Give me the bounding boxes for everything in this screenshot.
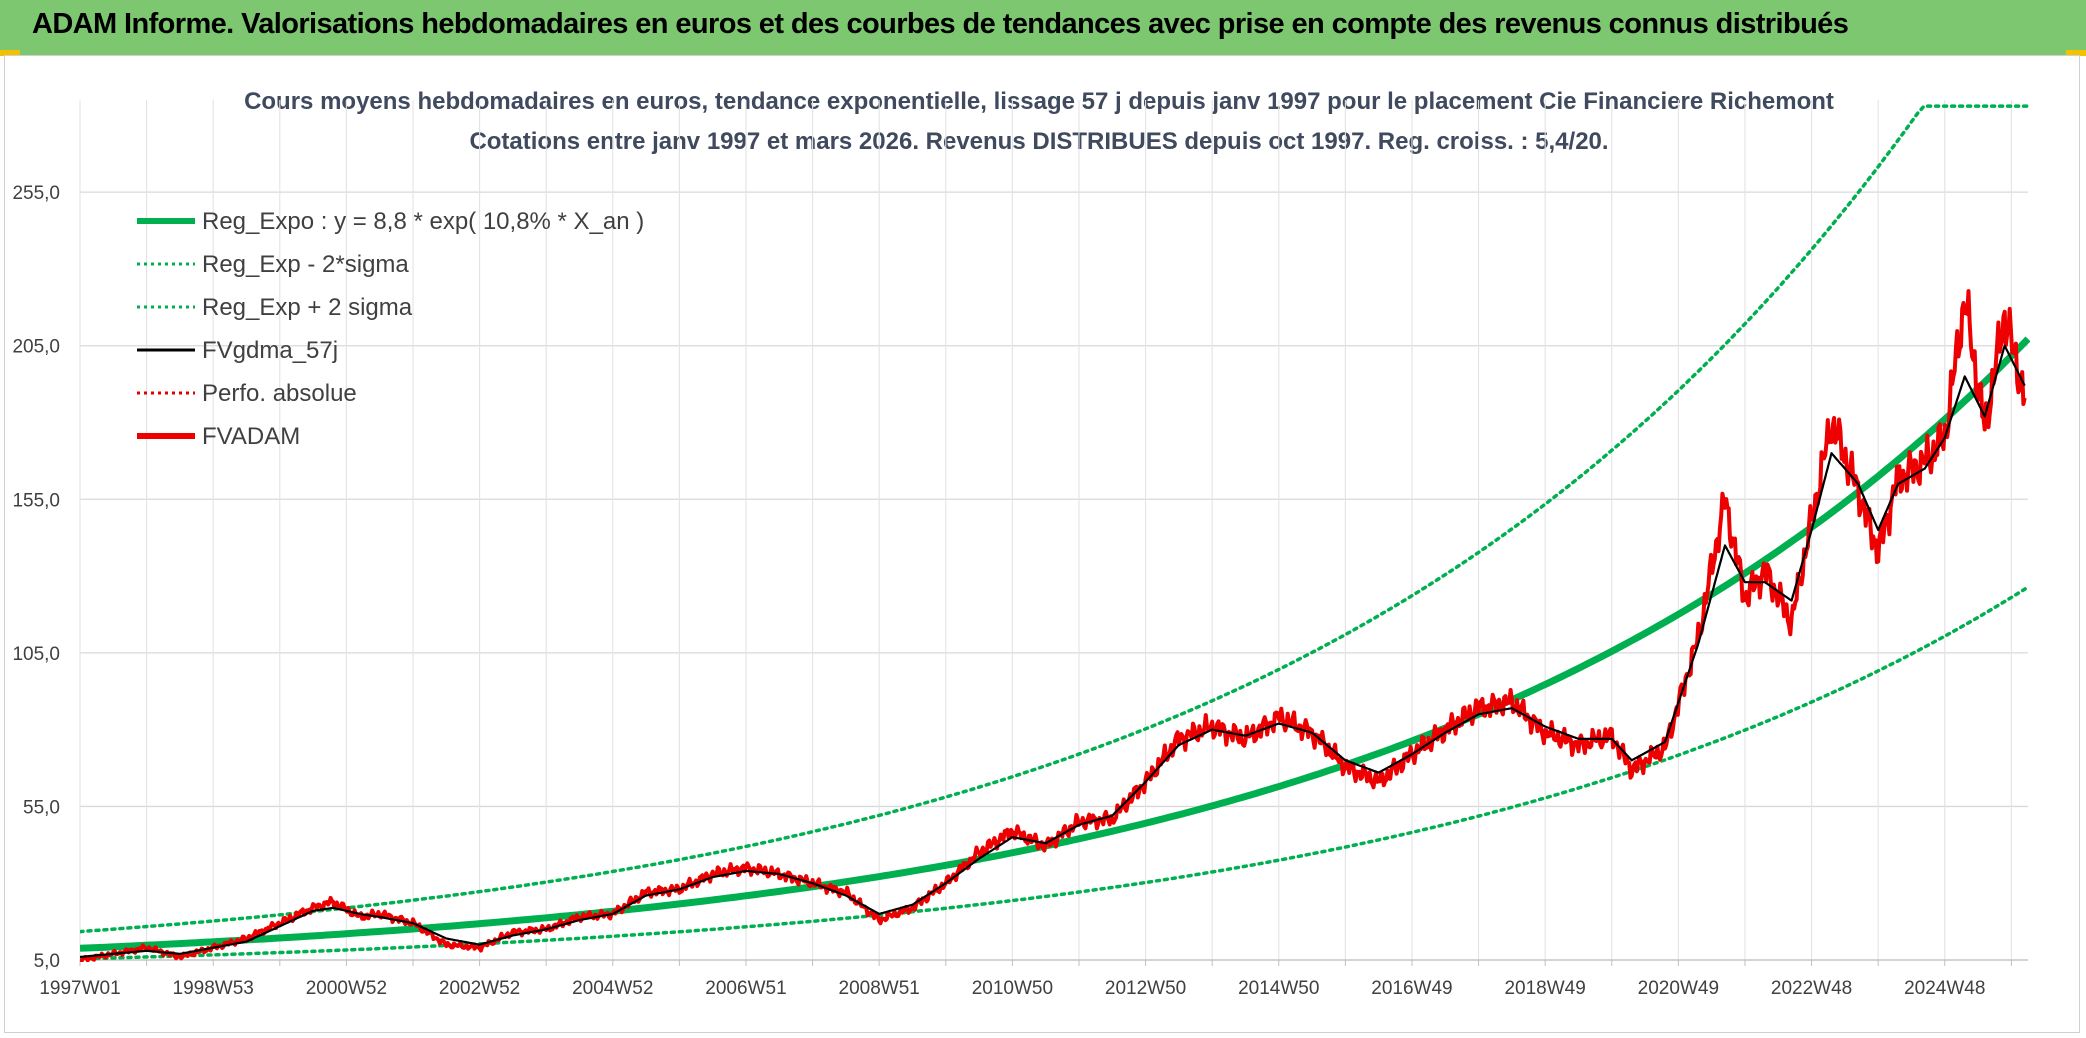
x-tick-label: 2014W50 — [1238, 978, 1319, 999]
y-tick-label: 5,0 — [34, 951, 60, 972]
chart-title: Cours moyens hebdomadaires en euros, ten… — [244, 88, 1834, 115]
grid — [79, 100, 2028, 961]
legend-label: FVgdma_57j — [202, 337, 338, 364]
y-tick-label: 205,0 — [12, 337, 60, 358]
legend-label: Reg_Expo : y = 8,8 * exp( 10,8% * X_an ) — [202, 208, 644, 235]
y-tick-label: 55,0 — [23, 797, 60, 818]
legend-label: FVADAM — [202, 423, 300, 450]
y-tick-label: 255,0 — [12, 183, 60, 204]
x-tick-label: 2006W51 — [705, 978, 786, 999]
x-tick-label: 1998W53 — [173, 978, 254, 999]
y-axis: 5,0 55,0 105,0 155,0 205,0 255,0 — [12, 183, 60, 972]
x-tick-label: 2024W48 — [1904, 978, 1985, 999]
x-tick-label: 1997W01 — [39, 978, 120, 999]
series-group — [80, 104, 2030, 962]
chart-subtitle: Cotations entre janv 1997 et mars 2026. … — [469, 128, 1608, 155]
series-fvadam — [80, 289, 2027, 962]
x-tick-label: 2000W52 — [306, 978, 387, 999]
x-tick-label: 2022W48 — [1771, 978, 1852, 999]
x-tick-label: 2016W49 — [1371, 978, 1452, 999]
x-tick-label: 2012W50 — [1105, 978, 1186, 999]
x-tick-label: 2010W50 — [972, 978, 1053, 999]
x-tick-label: 2008W51 — [839, 978, 920, 999]
y-tick-label: 105,0 — [12, 644, 60, 665]
legend-label: Perfo. absolue — [202, 380, 357, 407]
x-tick-label: 2020W49 — [1638, 978, 1719, 999]
header-banner: ADAM Informe. Valorisations hebdomadaire… — [0, 0, 2086, 55]
series-reg-expo — [80, 336, 2030, 952]
series-reg-exp-minus-2-sigma — [80, 585, 2030, 961]
x-tick-label: 2018W49 — [1504, 978, 1585, 999]
x-axis: 1997W01 1998W53 2000W52 2002W52 2004W52 2006W… — [39, 959, 2028, 999]
chart-frame — [4, 55, 2080, 1033]
report-title: ADAM Informe. Valorisations hebdomadaire… — [32, 8, 1849, 40]
x-tick-label: 2002W52 — [439, 978, 520, 999]
corner-marker-left — [0, 50, 20, 56]
series-reg-exp-plus-2-sigma — [80, 104, 2030, 934]
legend: Reg_Expo : y = 8,8 * exp( 10,8% * X_an )… — [137, 208, 644, 450]
corner-marker-right — [2066, 50, 2086, 56]
legend-label: Reg_Exp + 2 sigma — [202, 294, 413, 321]
series-fvgdma-57j — [80, 344, 2026, 958]
y-tick-label: 155,0 — [12, 490, 60, 511]
x-tick-label: 2004W52 — [572, 978, 653, 999]
legend-label: Reg_Exp - 2*sigma — [202, 251, 409, 278]
